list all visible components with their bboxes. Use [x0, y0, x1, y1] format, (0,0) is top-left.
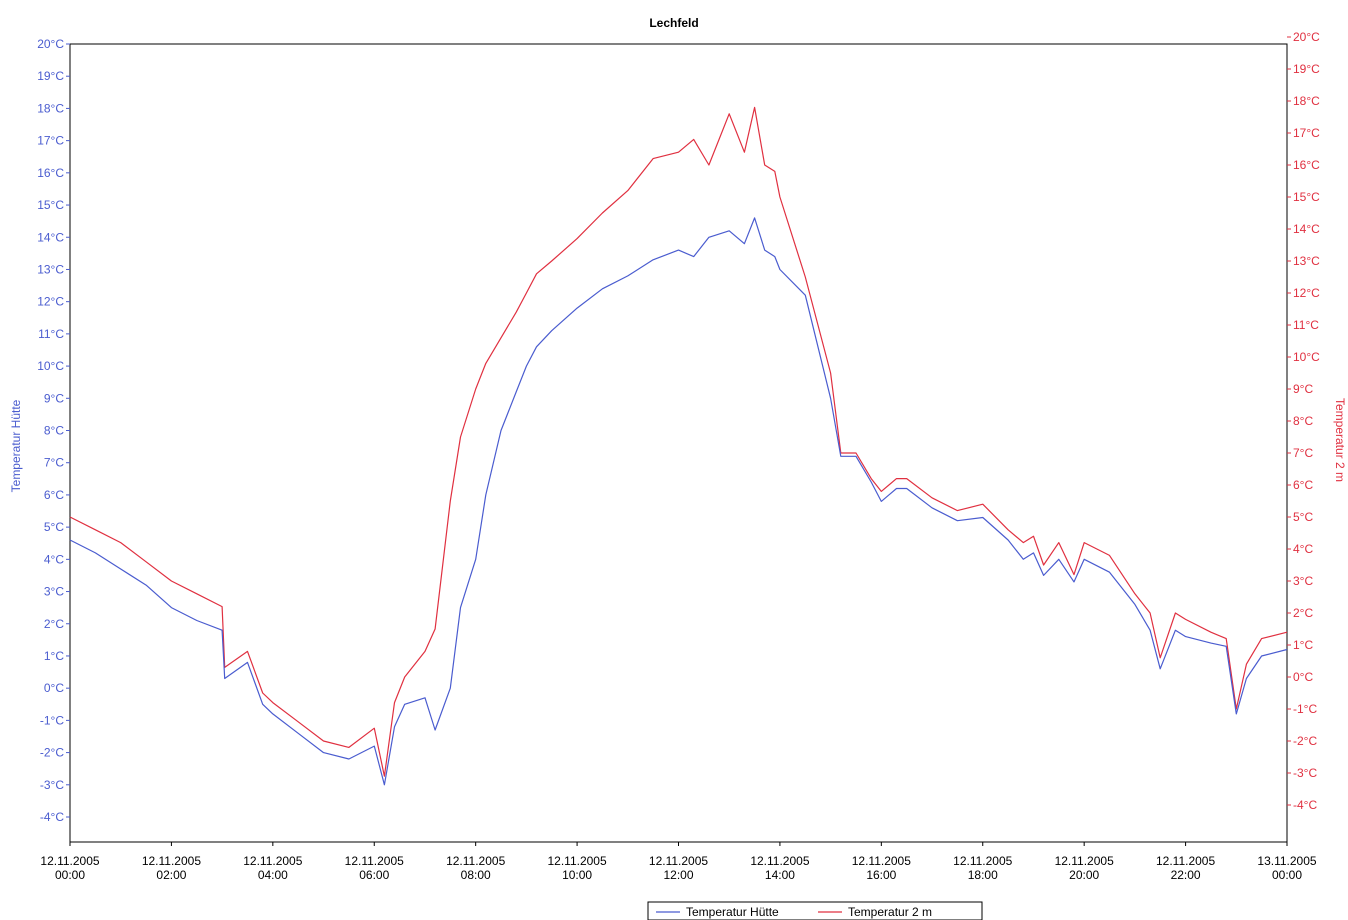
left-tick-label: -3°C [40, 778, 64, 792]
x-tick-date: 12.11.2005 [750, 854, 809, 868]
right-tick-label: 3°C [1293, 574, 1313, 588]
left-tick-label: -2°C [40, 746, 64, 760]
left-tick-label: 19°C [37, 69, 64, 83]
right-tick-label: 18°C [1293, 94, 1320, 108]
left-axis-label: Temperatur Hütte [9, 399, 23, 492]
left-tick-label: 15°C [37, 198, 64, 212]
legend-label-huette: Temperatur Hütte [686, 905, 779, 919]
x-axis: 12.11.200500:0012.11.200502:0012.11.2005… [40, 842, 1317, 882]
x-tick-time: 12:00 [663, 868, 693, 882]
right-tick-label: 14°C [1293, 222, 1320, 236]
x-tick-time: 04:00 [258, 868, 288, 882]
series-line-huette [69, 217, 1288, 786]
x-tick-time: 16:00 [866, 868, 896, 882]
left-tick-label: 18°C [37, 101, 64, 115]
legend-box [647, 901, 983, 920]
right-tick-label: 9°C [1293, 382, 1313, 396]
left-tick-label: -1°C [40, 713, 64, 727]
right-tick-label: -3°C [1293, 766, 1317, 780]
x-tick-time: 00:00 [55, 868, 85, 882]
x-tick-time: 22:00 [1171, 868, 1201, 882]
right-tick-label: 5°C [1293, 510, 1313, 524]
x-tick-date: 12.11.2005 [243, 854, 302, 868]
left-tick-label: 3°C [44, 585, 64, 599]
left-tick-label: 20°C [37, 37, 64, 51]
x-tick-time: 10:00 [562, 868, 592, 882]
x-tick-date: 12.11.2005 [852, 854, 911, 868]
x-tick-time: 14:00 [765, 868, 795, 882]
left-tick-label: 0°C [44, 681, 64, 695]
x-tick-date: 12.11.2005 [142, 854, 201, 868]
right-tick-label: 10°C [1293, 350, 1320, 364]
left-tick-label: 6°C [44, 488, 64, 502]
right-tick-label: -2°C [1293, 734, 1317, 748]
right-tick-label: 17°C [1293, 126, 1320, 140]
series-group [69, 106, 1288, 786]
left-tick-label: 12°C [37, 295, 64, 309]
x-tick-date: 12.11.2005 [446, 854, 505, 868]
left-tick-label: 8°C [44, 424, 64, 438]
left-tick-label: 7°C [44, 456, 64, 470]
right-tick-label: 6°C [1293, 478, 1313, 492]
left-tick-label: 17°C [37, 134, 64, 148]
x-tick-date: 12.11.2005 [345, 854, 404, 868]
right-tick-label: 13°C [1293, 254, 1320, 268]
right-tick-label: 8°C [1293, 414, 1313, 428]
x-tick-date: 13.11.2005 [1257, 854, 1316, 868]
x-tick-time: 18:00 [968, 868, 998, 882]
x-tick-time: 00:00 [1272, 868, 1302, 882]
left-tick-label: -4°C [40, 810, 64, 824]
right-tick-label: -4°C [1293, 798, 1317, 812]
x-tick-date: 12.11.2005 [547, 854, 606, 868]
left-tick-label: 4°C [44, 552, 64, 566]
right-tick-label: 19°C [1293, 62, 1320, 76]
x-tick-time: 20:00 [1069, 868, 1099, 882]
legend: Temperatur Hütte Temperatur 2 m [647, 901, 983, 920]
right-tick-label: 20°C [1293, 30, 1320, 44]
left-tick-label: 10°C [37, 359, 64, 373]
right-tick-label: 12°C [1293, 286, 1320, 300]
left-tick-label: 11°C [38, 327, 64, 341]
left-tick-label: 2°C [44, 617, 64, 631]
right-tick-label: 1°C [1293, 638, 1313, 652]
left-tick-label: 9°C [44, 391, 64, 405]
left-tick-label: 13°C [37, 262, 64, 276]
right-tick-label: 11°C [1293, 318, 1319, 332]
right-tick-label: 7°C [1293, 446, 1313, 460]
x-tick-date: 12.11.2005 [953, 854, 1012, 868]
x-tick-date: 12.11.2005 [1156, 854, 1215, 868]
right-tick-label: 0°C [1293, 670, 1313, 684]
right-tick-label: 2°C [1293, 606, 1313, 620]
legend-label-2m: Temperatur 2 m [848, 905, 932, 919]
x-tick-date: 12.11.2005 [649, 854, 708, 868]
right-tick-label: -1°C [1293, 702, 1317, 716]
x-tick-time: 08:00 [461, 868, 491, 882]
plot-area [69, 43, 1288, 843]
right-tick-label: 15°C [1293, 190, 1320, 204]
x-tick-date: 12.11.2005 [40, 854, 99, 868]
left-tick-label: 14°C [37, 230, 64, 244]
right-y-axis: 20°C 19°C 18°C 17°C 16°C 15°C 14°C 13°C 12°C 11°C… [1287, 30, 1320, 812]
left-y-axis: 20°C 19°C 18°C 17°C 16°C 15°C 14°C 13°C 12°C 11°C… [37, 37, 70, 824]
left-tick-label: 16°C [37, 166, 64, 180]
right-axis-label: Temperatur 2 m [1333, 398, 1347, 482]
left-tick-label: 5°C [44, 520, 64, 534]
left-tick-label: 1°C [44, 649, 64, 663]
x-tick-time: 02:00 [156, 868, 186, 882]
chart-title: Lechfeld [649, 16, 698, 30]
x-tick-date: 12.11.2005 [1055, 854, 1114, 868]
series-line-2m [69, 106, 1288, 777]
right-tick-label: 16°C [1293, 158, 1320, 172]
x-tick-time: 06:00 [359, 868, 389, 882]
right-tick-label: 4°C [1293, 542, 1313, 556]
